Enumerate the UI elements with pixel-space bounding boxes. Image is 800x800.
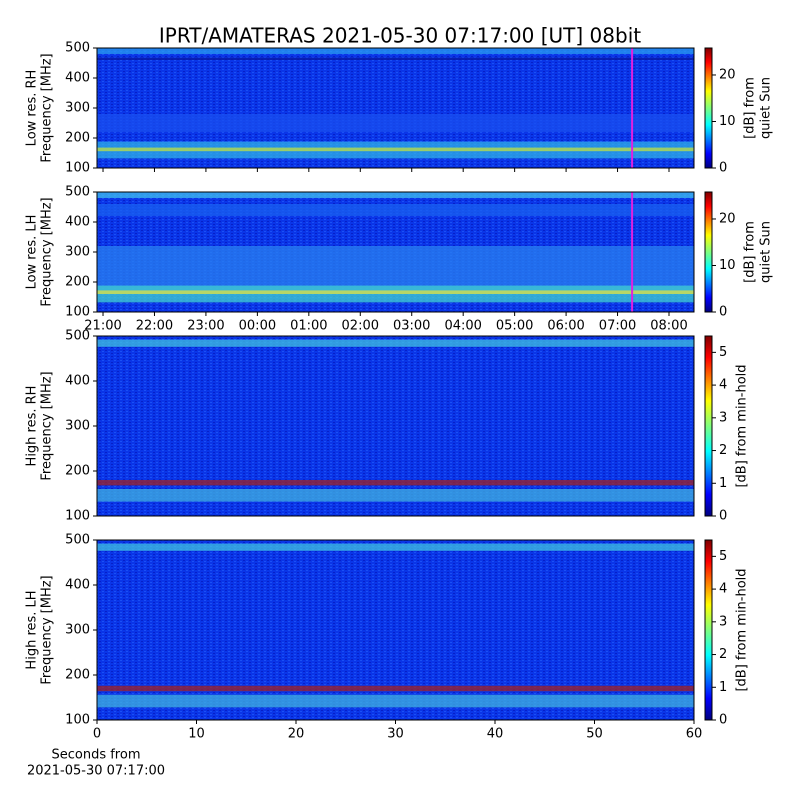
colorbar-tick-label: 10: [719, 114, 736, 129]
x-tick-label: 60: [686, 727, 703, 742]
heatmap-band: [97, 480, 694, 486]
y-tick-label: 100: [65, 509, 90, 524]
heatmap-band: [97, 48, 694, 54]
y-tick-label: 200: [65, 275, 90, 290]
colorbar-label: [dB] from: [743, 77, 758, 139]
x-tick-label: 02:00: [342, 319, 379, 334]
heatmap-band: [97, 147, 694, 152]
y-tick-label: 200: [65, 131, 90, 146]
colorbar-label: [dB] from: [743, 221, 758, 283]
y-axis-label: High res. RH: [25, 386, 40, 467]
colorbar-label: [dB] from min-hold: [735, 568, 750, 691]
y-tick-label: 500: [65, 533, 90, 548]
heatmap-band: [97, 543, 694, 551]
x-tick-label: 21:00: [84, 319, 121, 334]
y-tick-label: 500: [65, 41, 90, 56]
y-tick-label: 100: [65, 161, 90, 176]
y-tick-label: 200: [65, 668, 90, 683]
colorbar-tick-label: 2: [719, 443, 727, 458]
colorbar-label: quiet Sun: [759, 221, 774, 283]
colorbar-tick-label: 3: [719, 614, 727, 629]
y-axis-label: Frequency [MHz]: [40, 53, 55, 162]
heatmap-band: [97, 339, 694, 347]
heatmap-band: [97, 694, 694, 708]
colorbar-tick-label: 5: [719, 345, 727, 360]
y-tick-label: 200: [65, 464, 90, 479]
y-tick-label: 400: [65, 215, 90, 230]
y-tick-label: 300: [65, 245, 90, 260]
heatmap-band: [97, 114, 694, 132]
colorbar-tick-label: 0: [719, 509, 727, 524]
y-axis-label: Frequency [MHz]: [40, 371, 55, 480]
colorbar-tick-label: 1: [719, 680, 727, 695]
heatmap-band: [97, 204, 694, 216]
colorbar-tick-label: 0: [719, 305, 727, 320]
heatmap-band: [97, 192, 694, 198]
x-axis-label: Seconds from: [51, 748, 140, 763]
x-tick-label: 40: [487, 727, 504, 742]
y-tick-label: 300: [65, 101, 90, 116]
y-tick-label: 500: [65, 185, 90, 200]
colorbar-tick-label: 5: [719, 549, 727, 564]
colorbar-tick-label: 4: [719, 582, 727, 597]
colorbar-tick-label: 10: [719, 258, 736, 273]
x-tick-label: 04:00: [444, 319, 481, 334]
x-tick-label: 00:00: [239, 319, 276, 334]
y-axis-label: High res. LH: [25, 590, 40, 669]
y-axis-label: Low res. RH: [25, 70, 40, 147]
colorbar-tick-label: 0: [719, 713, 727, 728]
chart-title: IPRT/AMATERAS 2021-05-30 07:17:00 [UT] 0…: [159, 24, 641, 48]
y-tick-label: 500: [65, 329, 90, 344]
y-tick-label: 300: [65, 623, 90, 638]
x-tick-label: 01:00: [290, 319, 327, 334]
colorbar-tick-label: 20: [719, 211, 736, 226]
y-tick-label: 300: [65, 419, 90, 434]
colorbar: [704, 335, 713, 517]
colorbar: [704, 539, 713, 721]
y-tick-label: 400: [65, 374, 90, 389]
x-tick-label: 30: [387, 727, 404, 742]
y-axis-label: Frequency [MHz]: [40, 197, 55, 306]
colorbar-tick-label: 20: [719, 67, 736, 82]
colorbar-tick-label: 1: [719, 476, 727, 491]
heatmap-band: [97, 685, 694, 692]
x-tick-label: 08:00: [650, 319, 687, 334]
y-tick-label: 100: [65, 713, 90, 728]
x-tick-label: 06:00: [547, 319, 584, 334]
x-tick-label: 03:00: [393, 319, 430, 334]
x-tick-label: 23:00: [187, 319, 224, 334]
x-tick-label: 22:00: [136, 319, 173, 334]
colorbar-label: quiet Sun: [759, 77, 774, 139]
y-axis-label: Frequency [MHz]: [40, 575, 55, 684]
x-tick-label: 20: [288, 727, 305, 742]
x-tick-label: 0: [93, 727, 101, 742]
heatmap-band: [97, 57, 694, 60]
colorbar-tick-label: 4: [719, 378, 727, 393]
heatmap-image: [97, 336, 694, 516]
y-tick-label: 400: [65, 71, 90, 86]
x-tick-label: 05:00: [496, 319, 533, 334]
heatmap-image: [97, 540, 694, 720]
x-axis-label: 2021-05-30 07:17:00: [27, 764, 165, 779]
heatmap-band: [97, 489, 694, 502]
colorbar: [704, 47, 713, 169]
colorbar-label: [dB] from min-hold: [735, 364, 750, 487]
x-tick-label: 50: [586, 727, 603, 742]
y-axis-label: Low res. LH: [25, 215, 40, 290]
colorbar-tick-label: 0: [719, 161, 727, 176]
colorbar: [704, 191, 713, 313]
y-tick-label: 100: [65, 305, 90, 320]
heatmap-band: [97, 290, 694, 294]
colorbar-tick-label: 3: [719, 410, 727, 425]
y-tick-label: 400: [65, 578, 90, 593]
x-tick-label: 10: [188, 727, 205, 742]
colorbar-tick-label: 2: [719, 647, 727, 662]
x-tick-label: 07:00: [599, 319, 636, 334]
